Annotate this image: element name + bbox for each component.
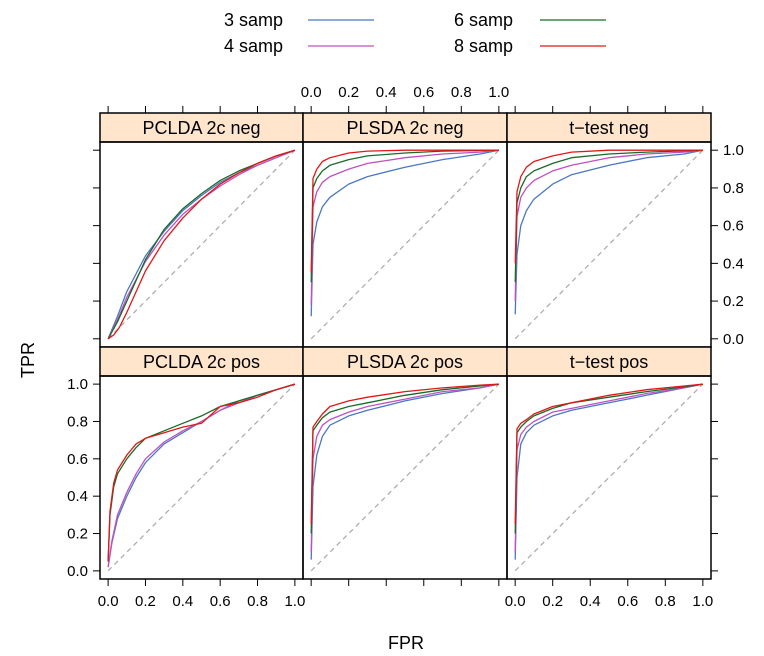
panel: PLSDA 2c neg: [302, 112, 508, 348]
y-tick-label: 0.4: [67, 488, 88, 505]
y-tick-label: 0.0: [67, 563, 88, 580]
y-tick-label: 0.6: [723, 218, 744, 235]
panel: PCLDA 2c pos: [99, 346, 304, 580]
panel-title: PCLDA 2c pos: [143, 352, 260, 372]
legend: 3 samp 4 samp 6 samp 8 samp: [224, 10, 606, 56]
x-tick-label: 0.6: [413, 84, 434, 101]
x-tick-label: 1.0: [692, 593, 713, 610]
x-tick-label: 0.8: [655, 593, 676, 610]
y-axis-label: TPR: [18, 342, 38, 378]
x-tick-label: 1.0: [488, 84, 509, 101]
y-tick-label: 1.0: [67, 376, 88, 393]
roc-curve: [310, 149, 499, 273]
panel-title: t−test pos: [570, 352, 649, 372]
roc-curve: [514, 149, 703, 264]
panel: t−test neg: [506, 112, 712, 348]
roc-curve: [310, 149, 499, 305]
roc-curve: [107, 149, 296, 340]
legend-label: 8 samp: [454, 36, 513, 56]
y-tick-label: 0.2: [723, 293, 744, 310]
roc-curve: [107, 383, 296, 562]
panel-frame: [506, 375, 712, 580]
panel-strip: [302, 346, 508, 377]
y-tick-label: 0.0: [723, 331, 744, 348]
y-tick-label: 0.6: [67, 451, 88, 468]
roc-curve: [107, 383, 296, 568]
x-tick-label: 0.0: [301, 84, 322, 101]
roc-curve: [310, 149, 499, 283]
x-tick-label: 0.6: [210, 593, 231, 610]
legend-label: 4 samp: [224, 36, 283, 56]
roc-curve: [107, 149, 296, 340]
y-tick-label: 1.0: [723, 142, 744, 159]
panels: PCLDA 2c neg PLSDA 2c neg t−test neg PCLDA …: [99, 112, 712, 580]
axes: 0.0 0.2 0.4 0.6 0.8 1.0 0.0 0.2 0.4 0.6 0.8 1.0 0.0 0…: [67, 84, 744, 610]
x-tick-label: 0.8: [451, 84, 472, 101]
x-tick-label: 0.4: [376, 84, 397, 101]
roc-curve: [514, 149, 703, 302]
x-tick-label: 0.2: [135, 593, 156, 610]
x-tick-label: 0.0: [98, 593, 119, 610]
roc-curve: [310, 383, 499, 553]
x-tick-label: 0.2: [338, 84, 359, 101]
diagonal-reference-line: [107, 383, 296, 572]
diagonal-reference-line: [514, 383, 704, 572]
x-tick-label: 0.4: [580, 593, 601, 610]
diagonal-reference-line: [514, 149, 704, 340]
panel: PLSDA 2c pos: [302, 346, 508, 580]
y-tick-label: 0.2: [67, 526, 88, 543]
roc-curve: [310, 149, 499, 317]
roc-curve: [310, 383, 499, 560]
diagonal-reference-line: [107, 149, 296, 340]
panel: t−test pos: [506, 346, 712, 580]
panel: PCLDA 2c neg: [99, 112, 304, 348]
roc-curve: [310, 383, 499, 525]
roc-curve: [310, 383, 499, 534]
x-tick-label: 1.0: [284, 593, 305, 610]
panel-title: t−test neg: [569, 118, 649, 138]
x-tick-label: 0.6: [617, 593, 638, 610]
roc-curve: [107, 383, 296, 562]
x-axis-label: FPR: [388, 633, 424, 653]
y-tick-label: 0.8: [67, 413, 88, 430]
panel-strip: [302, 112, 508, 143]
panel-title: PCLDA 2c neg: [142, 118, 260, 138]
x-tick-label: 0.8: [247, 593, 268, 610]
y-tick-label: 0.8: [723, 180, 744, 197]
roc-curve: [514, 383, 703, 553]
panel-title: PLSDA 2c pos: [347, 352, 463, 372]
x-tick-label: 0.0: [505, 593, 526, 610]
legend-label: 3 samp: [224, 10, 283, 30]
diagonal-reference-line: [310, 149, 500, 340]
roc-curve: [514, 383, 703, 534]
roc-curve: [107, 383, 296, 568]
panel-strip: [99, 112, 304, 143]
x-tick-label: 0.2: [542, 593, 563, 610]
roc-curve: [514, 383, 703, 525]
roc-curve: [514, 149, 703, 283]
x-tick-label: 0.4: [172, 593, 193, 610]
roc-curve: [514, 149, 703, 315]
roc-curve: [514, 383, 703, 560]
panel-strip: [506, 112, 712, 143]
legend-label: 6 samp: [454, 10, 513, 30]
diagonal-reference-line: [310, 383, 500, 572]
y-tick-label: 0.4: [723, 255, 744, 272]
panel-title: PLSDA 2c neg: [346, 118, 463, 138]
